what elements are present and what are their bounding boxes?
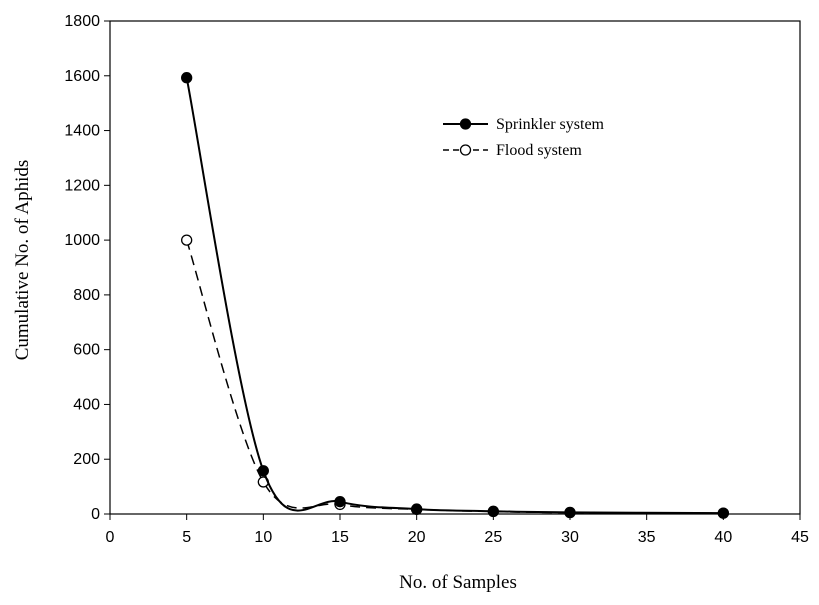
y-tick-label: 1800 (64, 13, 100, 30)
sprinkler-system-point (257, 465, 269, 477)
legend-flood-system-marker (459, 144, 472, 156)
sprinkler-system-point (181, 72, 193, 84)
y-tick-label: 1000 (64, 232, 100, 249)
y-axis: 0 200 400 600 800 1000 1200 1400 1600 1800 (64, 13, 110, 523)
y-axis-title: Cumulative No. of Aphids (12, 160, 33, 361)
sprinkler-system-point (487, 505, 499, 517)
sprinkler-system-line (185, 77, 724, 515)
sprinkler-system-point (411, 503, 423, 515)
y-tick-label: 1200 (64, 177, 100, 194)
x-tick-label: 10 (254, 529, 272, 546)
y-tick-label: 600 (73, 342, 100, 359)
x-tick-label: 15 (331, 529, 349, 546)
series-layer (181, 72, 729, 519)
legend-sprinkler-system-label: Sprinkler system (496, 116, 605, 133)
x-axis-title: No. of Samples (399, 572, 517, 593)
x-tick-label: 20 (408, 529, 426, 546)
flood-system-point (181, 234, 193, 246)
x-tick-label: 35 (638, 529, 656, 546)
y-tick-label: 0 (91, 506, 100, 523)
y-tick-label: 1400 (64, 123, 100, 140)
plot-border (109, 20, 801, 515)
x-tick-label: 0 (106, 529, 115, 546)
x-tick-label: 5 (182, 529, 191, 546)
x-axis: 0 5 10 15 20 25 30 35 40 45 (106, 514, 809, 546)
sprinkler-system-point (717, 507, 729, 519)
x-tick-label: 40 (714, 529, 732, 546)
legend: Sprinkler system Flood system (443, 116, 605, 159)
sprinkler-system-point (334, 496, 346, 508)
y-tick-label: 800 (73, 287, 100, 304)
legend-flood-system-label: Flood system (496, 142, 582, 159)
x-tick-label: 45 (791, 529, 809, 546)
sprinkler-system-point (564, 506, 576, 519)
y-tick-label: 1600 (64, 68, 100, 85)
x-tick-label: 25 (484, 529, 502, 546)
x-tick-label: 30 (561, 529, 579, 546)
y-tick-label: 200 (73, 451, 100, 468)
legend-sprinkler-system-marker (459, 118, 472, 130)
y-tick-label: 400 (73, 396, 100, 413)
plot-area (109, 20, 801, 515)
